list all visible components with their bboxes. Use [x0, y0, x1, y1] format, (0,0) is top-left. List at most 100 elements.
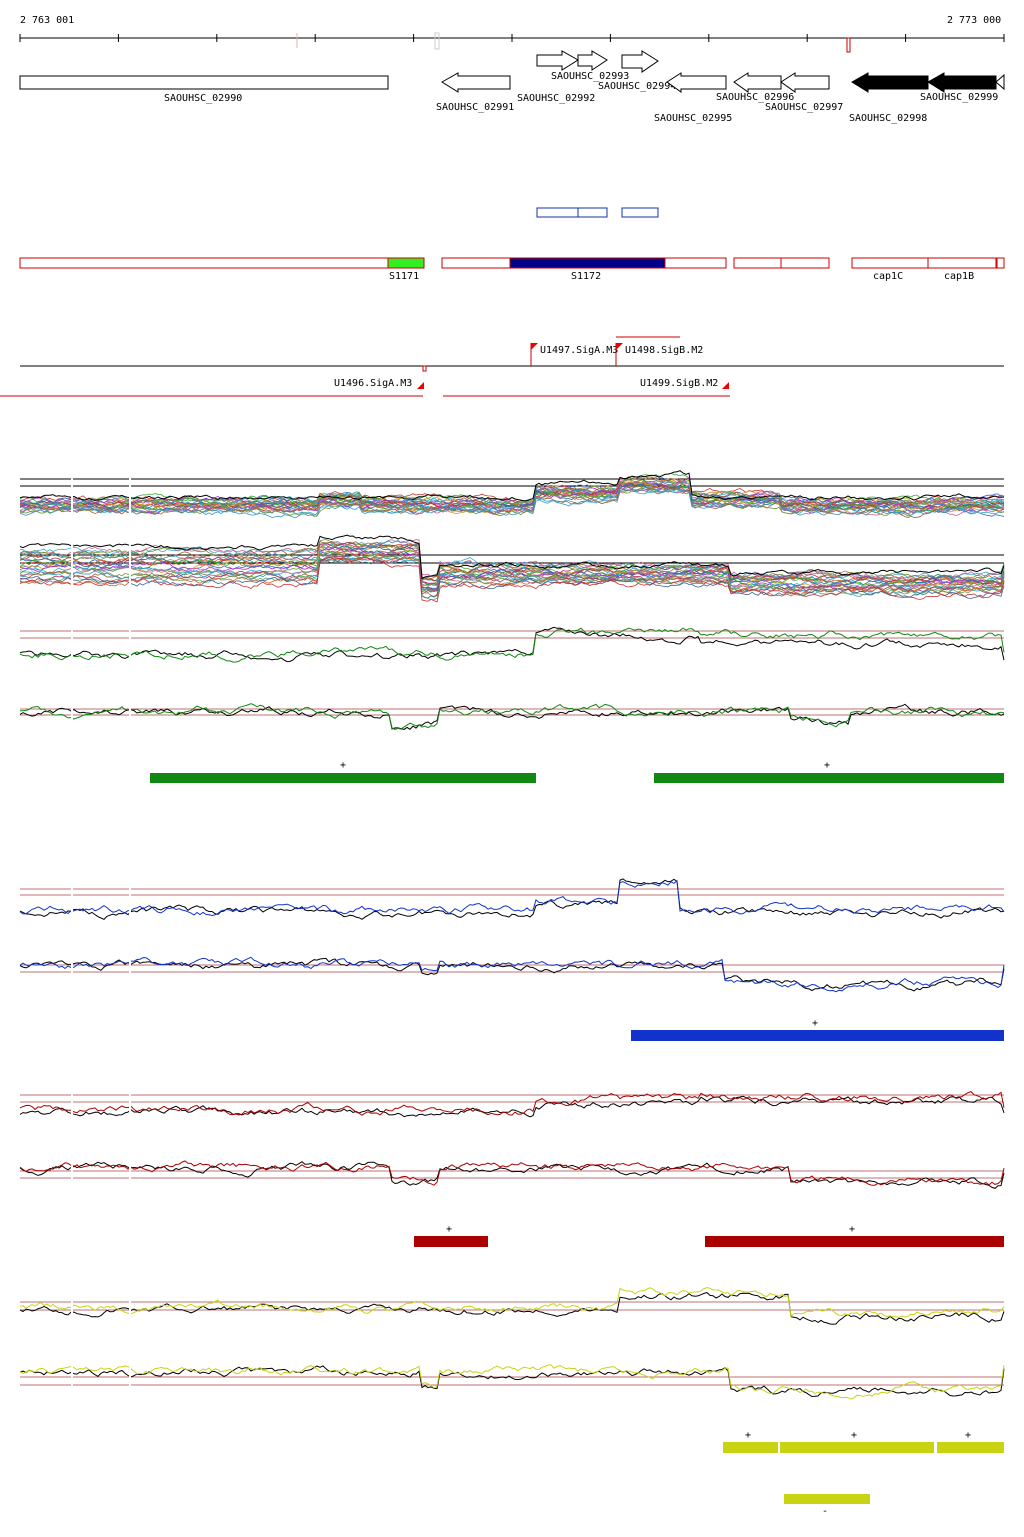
red-segment-1[interactable]	[414, 1236, 488, 1247]
blue-annotation-track	[536, 207, 659, 218]
sample-trace	[20, 485, 1005, 518]
promoter-track: U1497.SigA.M3 U1498.SigB.M2 U1496.SigA.M…	[0, 336, 1004, 397]
sample-trace	[19, 487, 1005, 517]
ruler-ticks	[19, 34, 1005, 42]
red-strand-2: +	[849, 1224, 855, 1235]
green-strand-1: +	[340, 760, 346, 771]
expression-profiles	[19, 470, 1005, 1400]
gene-label: SAOUHSC_02995	[654, 113, 732, 124]
gene-label: SAOUHSC_02993	[551, 71, 629, 82]
gene-saouhsc-02990[interactable]: SAOUHSC_02990	[19, 75, 389, 104]
sample-trace	[19, 481, 1005, 515]
transcript-label: S1172	[571, 271, 601, 282]
sample-trace	[19, 488, 1005, 517]
multi-sample-profile-1	[19, 470, 1005, 520]
control-trace	[19, 1365, 1005, 1398]
condition-trace	[19, 1160, 1005, 1186]
sample-trace	[19, 546, 1005, 591]
gene-label: SAOUHSC_02992	[517, 93, 595, 104]
transcript-cap1c[interactable]: cap1C	[851, 257, 929, 282]
sample-trace	[19, 551, 1005, 593]
sample-trace	[19, 539, 1005, 582]
gene-saouhsc-02994[interactable]: SAOUHSC_02994	[598, 50, 676, 92]
condition-trace	[20, 703, 1005, 731]
yellow-segment-2[interactable]	[780, 1442, 934, 1453]
yellow-strand-4: -	[822, 1506, 828, 1517]
gene-saouhsc-02993[interactable]: SAOUHSC_02993	[551, 50, 629, 82]
gene-saouhsc-02996[interactable]: SAOUHSC_02996	[716, 72, 794, 103]
transcript-s1172[interactable]: S1172	[509, 257, 666, 282]
gene-saouhsc-02999[interactable]: SAOUHSC_02999	[920, 72, 1005, 103]
yellow-segment-3[interactable]	[937, 1442, 1004, 1453]
transcript-cap1b[interactable]: cap1B	[927, 257, 997, 282]
sample-trace	[19, 557, 1005, 603]
transcript-s1171[interactable]: S1171	[387, 257, 425, 282]
red-segment-2[interactable]	[705, 1236, 1004, 1247]
gene-label: SAOUHSC_02991	[436, 102, 514, 113]
transcript-track: S1171 S1172 cap1C cap1B	[19, 257, 1005, 282]
sample-trace	[19, 558, 1005, 599]
yellow-strand-3: +	[965, 1430, 971, 1441]
transcript-label: S1171	[389, 271, 419, 282]
condition-trace	[19, 627, 1005, 663]
gene-saouhsc-02995[interactable]: SAOUHSC_02995	[654, 72, 732, 124]
green-segment-2[interactable]	[654, 773, 1004, 783]
sample-trace	[19, 488, 1005, 519]
red-strand-1: +	[446, 1224, 452, 1235]
sample-trace	[19, 550, 1005, 592]
blue-strand-1: +	[812, 1018, 818, 1029]
sample-trace	[19, 555, 1005, 597]
blue-segment-1[interactable]	[631, 1030, 1004, 1041]
control-trace	[19, 1292, 1005, 1325]
gene-saouhsc-02991[interactable]: SAOUHSC_02991	[436, 72, 514, 113]
sample-trace	[19, 470, 1005, 502]
promoter-label: U1499.SigB.M2	[640, 378, 718, 389]
control-trace	[19, 703, 1005, 730]
ruler-end-label: 2 773 000	[947, 15, 1001, 26]
segment-bars: + + + + + + + + -	[150, 760, 1004, 1517]
ruler-start-label: 2 763 001	[20, 15, 74, 26]
sample-trace	[19, 477, 1005, 509]
control-trace	[19, 878, 1005, 921]
yellow-strand-2: +	[851, 1430, 857, 1441]
condition-trace	[19, 879, 1005, 917]
green-condition-profile	[19, 626, 1005, 732]
gene-label: SAOUHSC_02994	[598, 81, 676, 92]
gene-saouhsc-02992[interactable]: SAOUHSC_02992	[517, 50, 595, 104]
condition-trace	[19, 1364, 1005, 1400]
promoter-u1497[interactable]: U1497.SigA.M3	[530, 343, 618, 366]
blue-condition-profile	[19, 878, 1005, 993]
condition-trace	[19, 1286, 1005, 1319]
promoter-u1496[interactable]: U1496.SigA.M3	[334, 378, 424, 389]
gene-label: SAOUHSC_02998	[849, 113, 927, 124]
promoter-u1499[interactable]: U1499.SigB.M2	[640, 378, 729, 389]
promoter-u1498[interactable]: U1498.SigB.M2	[615, 343, 703, 366]
gene-track: SAOUHSC_02990 SAOUHSC_02991 SAOUHSC_0299…	[19, 50, 1005, 124]
sample-trace	[19, 539, 1005, 582]
yellow-segment-4[interactable]	[784, 1494, 870, 1504]
promoter-label: U1497.SigA.M3	[540, 345, 618, 356]
green-strand-2: +	[824, 760, 830, 771]
green-segment-1[interactable]	[150, 773, 536, 783]
gene-saouhsc-02998[interactable]: SAOUHSC_02998	[849, 72, 929, 124]
sample-trace	[19, 534, 1005, 580]
promoter-label: U1498.SigB.M2	[625, 345, 703, 356]
red-condition-profile	[19, 1087, 1005, 1189]
gene-label: SAOUHSC_02999	[920, 92, 998, 103]
condition-trace	[19, 1091, 1005, 1116]
coordinate-ruler: 2 763 001 2 773 000	[19, 15, 1005, 53]
gene-saouhsc-02997[interactable]: SAOUHSC_02997	[765, 72, 843, 113]
yellow-strand-1: +	[745, 1430, 751, 1441]
yellow-condition-profile	[19, 1285, 1005, 1400]
promoter-label: U1496.SigA.M3	[334, 378, 412, 389]
transcript-label: cap1B	[944, 271, 974, 282]
condition-trace	[19, 956, 1005, 993]
yellow-segment-1[interactable]	[723, 1442, 778, 1453]
control-trace	[19, 1095, 1005, 1118]
gene-label: SAOUHSC_02996	[716, 92, 794, 103]
gene-label: SAOUHSC_02997	[765, 102, 843, 113]
control-trace	[19, 626, 1005, 663]
control-trace	[19, 1161, 1005, 1189]
sample-trace	[19, 481, 1005, 509]
